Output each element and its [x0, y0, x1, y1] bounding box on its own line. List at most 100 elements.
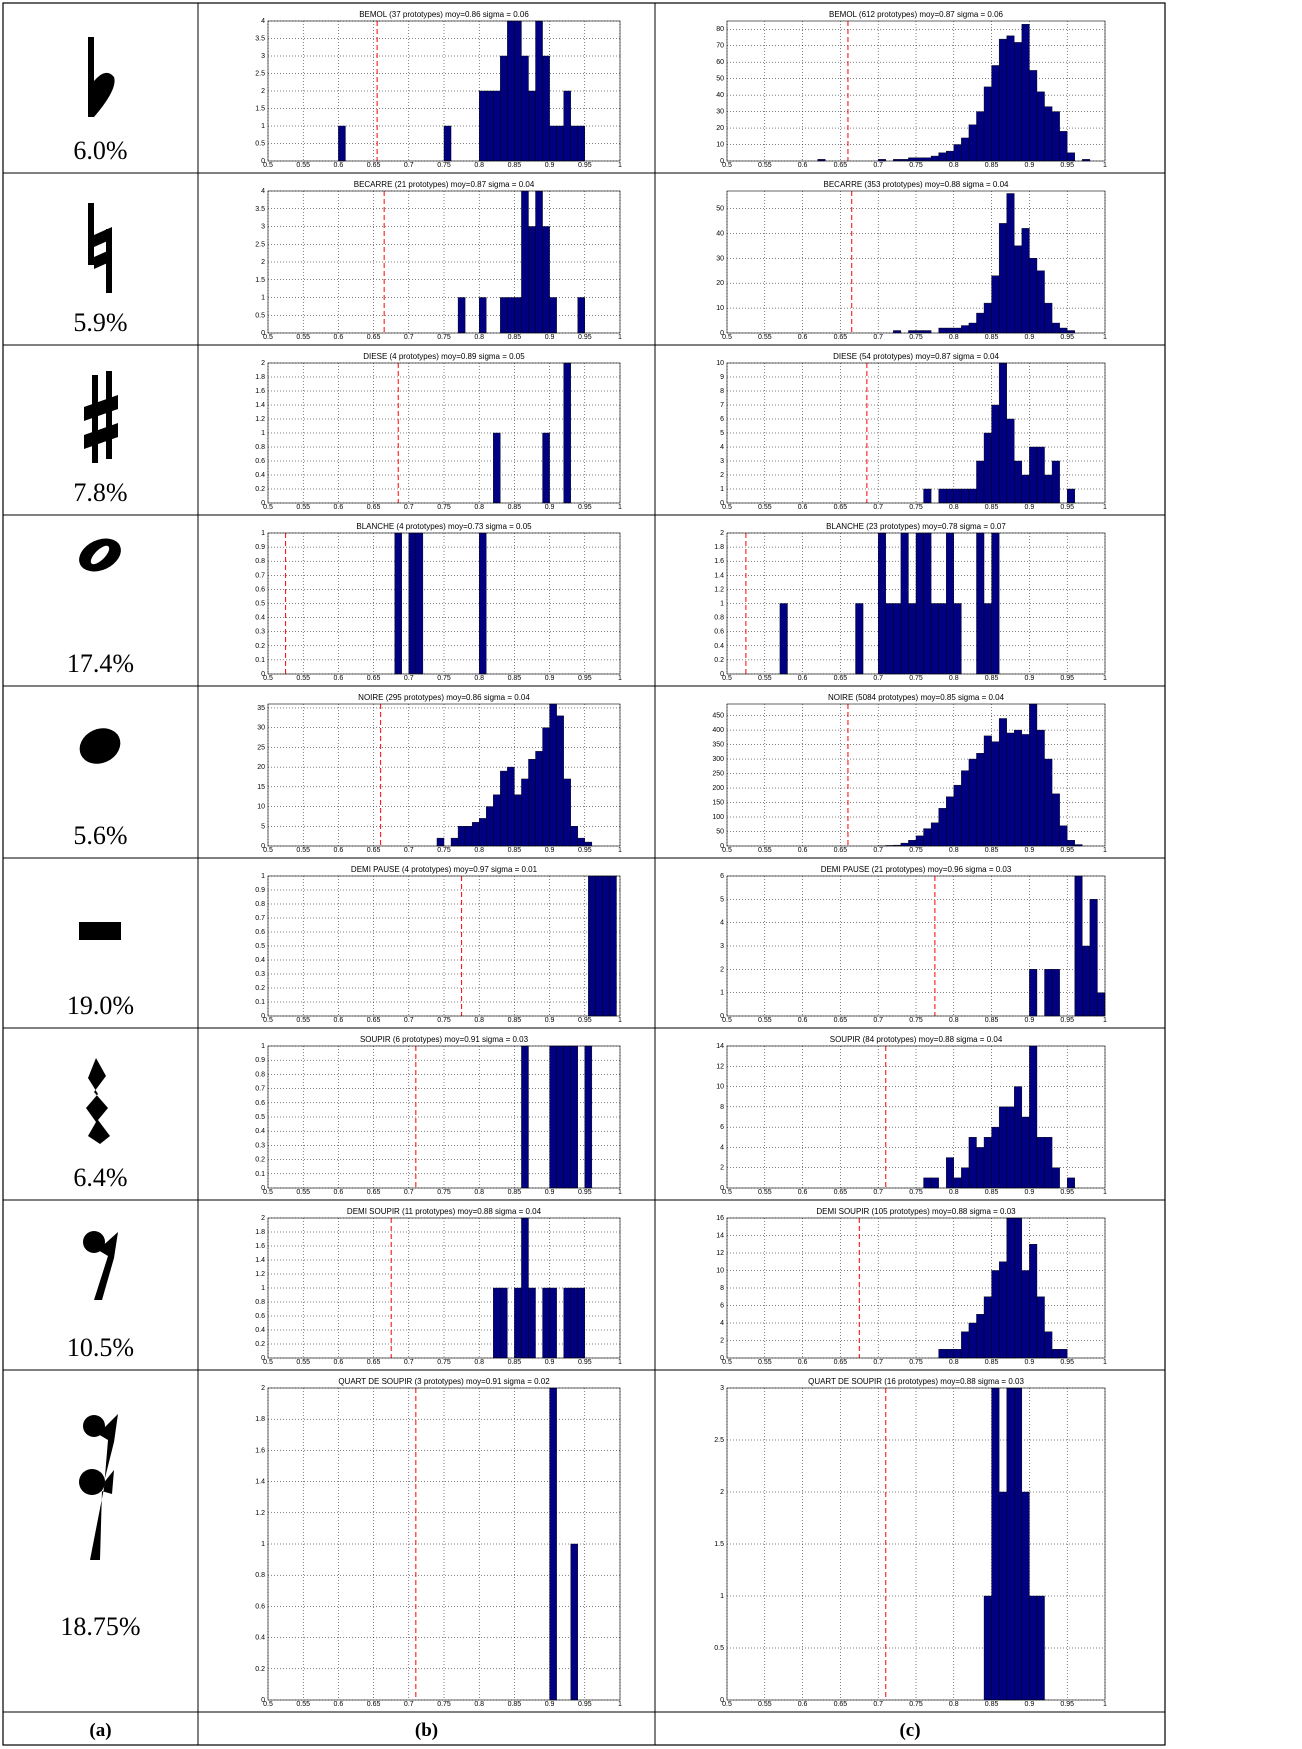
bar — [1029, 1244, 1038, 1359]
bar — [938, 327, 947, 334]
y-tick-label: 1.4 — [714, 572, 724, 579]
y-tick-label: 0.4 — [714, 643, 724, 650]
bar — [521, 1045, 529, 1189]
bar — [1006, 1387, 1015, 1701]
y-tick-label: 12 — [716, 1250, 724, 1257]
chart-title: BEMOL (37 prototypes) moy=0.86 sigma = 0… — [359, 10, 529, 19]
x-tick-label: 0.65 — [367, 675, 381, 682]
x-tick-label: 0.7 — [873, 1359, 883, 1366]
bar — [976, 532, 985, 675]
plot-frame — [267, 190, 621, 334]
bar — [961, 325, 970, 334]
x-tick-label: 0.95 — [578, 334, 592, 341]
y-tick-label: 3 — [720, 943, 724, 950]
x-tick-label: 0.5 — [722, 1189, 732, 1196]
percent-label: 18.75% — [60, 1612, 140, 1641]
bar — [938, 152, 947, 162]
y-tick-label: 8 — [720, 1104, 724, 1111]
x-tick-label: 1 — [618, 504, 622, 511]
y-tick-label: 2.5 — [255, 71, 265, 78]
x-tick-label: 0.8 — [949, 675, 959, 682]
percent-label: 6.4% — [73, 1163, 127, 1192]
bar — [1029, 258, 1038, 334]
x-tick-label: 1 — [1103, 504, 1107, 511]
x-tick-label: 0.8 — [949, 1701, 959, 1708]
x-tick-label: 1 — [618, 1189, 622, 1196]
x-tick-label: 0.7 — [404, 1189, 414, 1196]
y-tick-label: 3 — [261, 53, 265, 60]
x-tick-label: 0.8 — [474, 675, 484, 682]
x-tick-label: 1 — [1103, 1359, 1107, 1366]
percent-label: 7.8% — [73, 478, 127, 507]
y-tick-label: 30 — [257, 725, 265, 732]
x-tick-label: 0.55 — [296, 1359, 310, 1366]
x-tick-label: 0.7 — [873, 504, 883, 511]
y-tick-label: 40 — [716, 230, 724, 237]
x-tick-label: 0.7 — [404, 675, 414, 682]
x-tick-label: 0.7 — [873, 162, 883, 169]
bar — [1044, 106, 1053, 162]
bar — [535, 20, 543, 162]
plot-frame — [726, 190, 1106, 334]
x-tick-label: 0.55 — [758, 675, 772, 682]
x-tick-label: 0.7 — [404, 1701, 414, 1708]
x-tick-label: 0.75 — [909, 334, 923, 341]
plot-frame — [267, 20, 621, 162]
y-tick-label: 30 — [716, 255, 724, 262]
y-tick-label: 0 — [261, 671, 265, 678]
bar — [1036, 1137, 1045, 1189]
y-tick-label: 1.6 — [255, 1447, 265, 1454]
y-tick-label: 8 — [720, 1285, 724, 1292]
bar — [1044, 758, 1053, 847]
x-tick-label: 1 — [618, 1359, 622, 1366]
bar — [493, 794, 501, 847]
x-tick-label: 0.75 — [909, 162, 923, 169]
bar — [556, 715, 564, 847]
bar — [998, 718, 1007, 847]
x-tick-label: 0.85 — [985, 675, 999, 682]
bar — [991, 275, 1000, 334]
x-tick-label: 0.9 — [545, 504, 555, 511]
bar — [961, 137, 970, 162]
x-tick-label: 0.75 — [437, 504, 451, 511]
bar — [976, 753, 985, 847]
y-tick-label: 1.8 — [255, 374, 265, 381]
y-tick-label: 50 — [716, 76, 724, 83]
x-tick-label: 0.8 — [949, 504, 959, 511]
bar — [577, 297, 586, 334]
x-tick-label: 1 — [1103, 1701, 1107, 1708]
bar — [443, 125, 452, 162]
x-tick-label: 0.7 — [873, 1701, 883, 1708]
x-tick-label: 0.95 — [578, 162, 592, 169]
y-tick-label: 0.6 — [255, 929, 265, 936]
bar — [493, 1287, 501, 1359]
bar — [1006, 418, 1015, 504]
bar — [514, 1287, 522, 1359]
x-tick-label: 0.85 — [508, 334, 522, 341]
bar — [908, 603, 917, 675]
bar — [549, 297, 557, 334]
y-tick-label: 2.5 — [714, 1437, 724, 1444]
chart-title: DEMI PAUSE (21 prototypes) moy=0.96 sigm… — [821, 865, 1012, 874]
y-tick-label: 0.2 — [255, 1341, 265, 1348]
bar — [983, 302, 992, 334]
y-tick-label: 1 — [720, 601, 724, 608]
y-tick-label: 0 — [720, 1355, 724, 1362]
y-tick-label: 0.3 — [255, 1142, 265, 1149]
percent-label: 19.0% — [67, 991, 134, 1020]
x-tick-label: 0.85 — [985, 847, 999, 854]
bar — [923, 1177, 932, 1189]
symbol-sharp — [84, 371, 118, 463]
x-tick-label: 0.65 — [367, 1189, 381, 1196]
x-tick-label: 1 — [618, 1017, 622, 1024]
bar — [923, 532, 932, 675]
bar — [1029, 1045, 1038, 1189]
x-tick-label: 0.7 — [873, 1189, 883, 1196]
y-tick-label: 0 — [720, 1013, 724, 1020]
y-tick-label: 1.6 — [255, 388, 265, 395]
x-tick-label: 0.9 — [1025, 1701, 1035, 1708]
x-tick-label: 0.9 — [545, 847, 555, 854]
x-tick-label: 0.9 — [1025, 162, 1035, 169]
bar — [923, 488, 932, 504]
x-tick-label: 1 — [618, 675, 622, 682]
